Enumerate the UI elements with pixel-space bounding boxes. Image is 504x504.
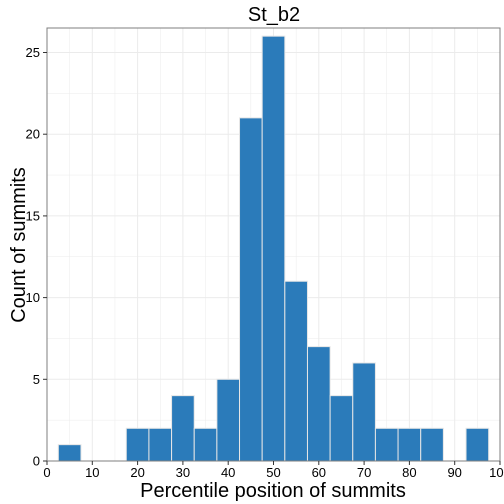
histogram-bar: [261, 35, 286, 462]
y-tick-label: 15: [26, 208, 40, 223]
y-tick-label: 20: [26, 127, 40, 142]
y-tick-label: 0: [33, 454, 40, 469]
histogram-bar: [329, 395, 354, 462]
histogram-bar: [397, 427, 422, 462]
histogram-bar: [148, 427, 173, 462]
bars: [57, 35, 490, 462]
y-tick-label: 10: [26, 290, 40, 305]
histogram-bar: [465, 427, 490, 462]
histogram-bar: [420, 427, 444, 462]
x-tick-label: 70: [357, 465, 371, 480]
histogram-bar: [193, 427, 218, 462]
x-tick-label: 0: [43, 465, 50, 480]
x-tick-label: 30: [176, 465, 190, 480]
y-tick-label: 25: [26, 45, 40, 60]
histogram-bar: [352, 362, 376, 462]
x-tick-label: 90: [447, 465, 461, 480]
x-axis-title: Percentile position of summits: [140, 480, 406, 502]
histogram-bar: [306, 346, 331, 462]
y-tick-label: 5: [33, 372, 40, 387]
histogram-bar: [125, 427, 150, 462]
histogram-bar: [216, 378, 241, 462]
x-tick-label: 100: [489, 465, 504, 480]
x-tick-label: 40: [221, 465, 235, 480]
histogram-bar: [57, 444, 82, 462]
y-axis-title: Count of summits: [8, 167, 30, 323]
histogram-bar: [284, 280, 308, 462]
x-tick-label: 10: [85, 465, 99, 480]
histogram-bar: [374, 427, 399, 462]
x-tick-label: 80: [402, 465, 416, 480]
axis-ticks: 0 10 20 30 40 50 60 70 80 90 100 0 5 10 15 20 25: [26, 45, 504, 480]
chart-title: St_b2: [248, 4, 300, 26]
histogram-bar: [239, 117, 263, 462]
x-tick-label: 20: [130, 465, 144, 480]
histogram-bar: [171, 395, 195, 462]
x-tick-label: 50: [266, 465, 280, 480]
x-tick-label: 60: [312, 465, 326, 480]
